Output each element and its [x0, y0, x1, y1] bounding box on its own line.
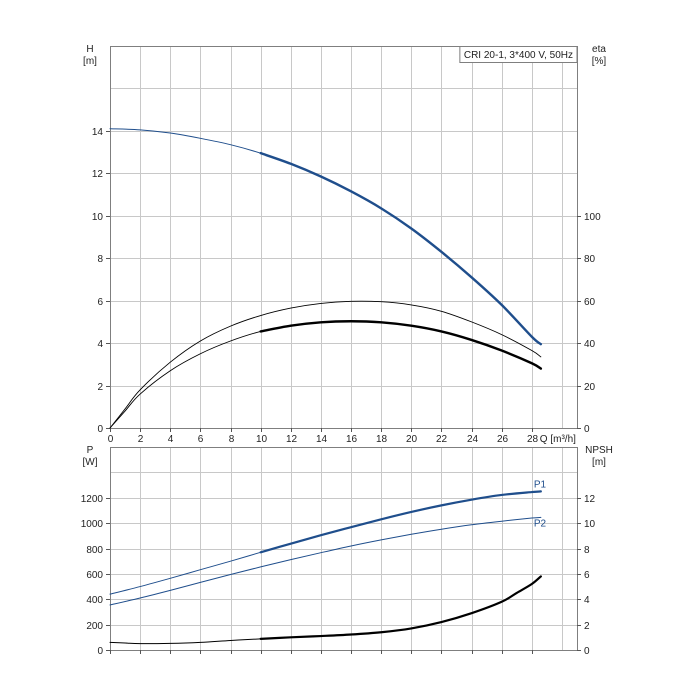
right-axis-label: NPSH [585, 445, 613, 456]
right-axis-tick-label: 10 [584, 519, 596, 530]
left-axis-tick-label: 600 [86, 570, 103, 581]
right-axis-tick-label: 6 [584, 570, 590, 581]
left-axis-label: P [87, 445, 94, 456]
x-axis-tick-label: 12 [286, 434, 298, 445]
right-axis-tick-label: 2 [584, 621, 590, 632]
series-line-0-0 [109, 128, 542, 345]
left-axis-tick-label: 10 [92, 212, 104, 223]
x-axis-tick-label: 4 [168, 434, 174, 445]
left-axis-tick-label: 6 [97, 297, 103, 308]
plot-frame [110, 46, 578, 429]
chart-title: CRI 20-1, 3*400 V, 50Hz [464, 50, 573, 61]
left-axis-label: H [86, 44, 93, 55]
series-line-0-0-operating-range [259, 151, 543, 346]
right-axis-unit: [m] [592, 457, 606, 468]
left-axis-tick-label: 4 [97, 339, 103, 350]
x-axis-tick-label: 6 [198, 434, 204, 445]
right-axis-label: eta [592, 44, 606, 55]
chart-title-box [459, 46, 578, 63]
right-axis-tick-label: 40 [584, 339, 596, 350]
series-p1-line [109, 490, 542, 595]
x-axis-tick-label: 14 [316, 434, 328, 445]
x-axis-tick-label: 10 [256, 434, 268, 445]
left-axis-tick-label: 0 [97, 424, 103, 435]
right-axis-tick-label: 8 [584, 545, 590, 556]
x-axis-tick-label: 24 [467, 434, 479, 445]
x-axis-tick-label: 0 [108, 434, 114, 445]
x-axis-tick-label: 26 [497, 434, 509, 445]
x-axis-tick-label: 22 [436, 434, 448, 445]
left-axis-tick-label: 1200 [81, 494, 104, 505]
series-line-1-2 [109, 575, 542, 645]
left-axis-tick-label: 1000 [81, 519, 104, 530]
right-axis-tick-label: 0 [584, 646, 590, 657]
left-axis-unit: [m] [83, 56, 97, 67]
series-line-1-2-operating-range [259, 575, 542, 640]
left-axis-tick-label: 8 [97, 254, 103, 265]
left-axis-tick-label: 2 [97, 382, 103, 393]
left-axis-tick-label: 400 [86, 595, 103, 606]
series-label-p2: P2 [534, 518, 547, 529]
x-axis-tick-label: 16 [346, 434, 358, 445]
right-axis-tick-label: 0 [584, 424, 590, 435]
right-axis-tick-label: 80 [584, 254, 596, 265]
x-axis-label: Q [m³/h] [540, 434, 576, 445]
x-axis-tick-label: 18 [376, 434, 388, 445]
right-axis-unit: [%] [592, 56, 607, 67]
series-label-p1: P1 [534, 479, 547, 490]
right-axis-tick-label: 100 [584, 212, 601, 223]
power-npsh-chart: 0 200 400 600 800 1000 1200 0 2 4 6 8 10 12 P[W] NPSH[m… [81, 445, 613, 657]
right-axis-tick-label: 12 [584, 494, 596, 505]
left-axis-tick-label: 12 [92, 169, 104, 180]
right-axis-tick-label: 60 [584, 297, 596, 308]
series-p1-line-operating-range [259, 490, 542, 554]
left-axis-tick-label: 14 [92, 127, 104, 138]
series-line-0-1 [109, 300, 542, 429]
series-line-0-2 [109, 320, 542, 429]
right-axis-tick-label: 20 [584, 382, 596, 393]
series-p2-line [109, 516, 542, 606]
right-axis-tick-label: 4 [584, 595, 590, 606]
x-axis-tick-label: 20 [406, 434, 418, 445]
left-axis-tick-label: 0 [97, 646, 103, 657]
left-axis-unit: [W] [83, 457, 98, 468]
x-axis-tick-label: 8 [229, 434, 235, 445]
left-axis-tick-label: 800 [86, 545, 103, 556]
x-axis-tick-label: 2 [138, 434, 144, 445]
left-axis-tick-label: 200 [86, 621, 103, 632]
x-axis-tick-label: 28 [527, 434, 539, 445]
series-line-0-2-operating-range [259, 320, 543, 370]
